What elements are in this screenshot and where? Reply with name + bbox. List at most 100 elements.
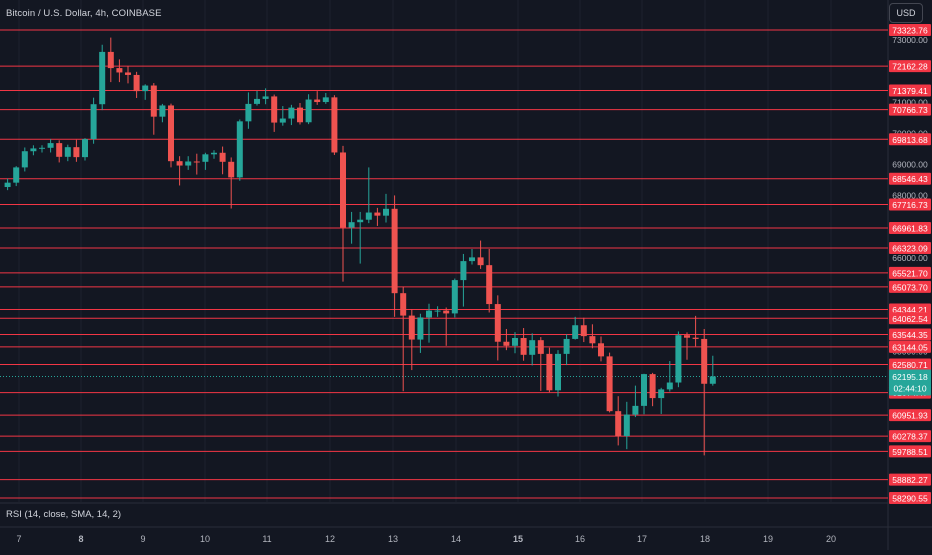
candle-body <box>314 99 321 103</box>
candle-body <box>202 154 209 162</box>
level-price-tag <box>889 280 931 293</box>
level-price-label: 59788.51 <box>892 447 928 457</box>
level-price-tag <box>889 266 931 279</box>
level-price-label: 73323.76 <box>892 26 928 36</box>
candle-body <box>400 293 407 316</box>
candle-body <box>245 103 252 122</box>
level-price-label: 63144.05 <box>892 342 928 352</box>
candle-body <box>546 353 553 391</box>
level-price-label: 62580.71 <box>892 360 928 370</box>
candle-body <box>632 405 639 415</box>
level-price-label: 64344.21 <box>892 305 928 315</box>
level-price-label: 58882.27 <box>892 475 928 485</box>
candle-body <box>606 356 613 412</box>
candles <box>4 37 716 456</box>
candle-body <box>73 147 80 158</box>
candle-body <box>159 105 166 117</box>
level-price-tag <box>889 103 931 116</box>
level-price-label: 64062.54 <box>892 314 928 324</box>
level-price-label: 66961.83 <box>892 224 928 234</box>
time-tick-label: 16 <box>575 534 585 544</box>
candle-body <box>30 148 37 152</box>
candle-body <box>168 105 174 162</box>
candle-body <box>133 74 140 92</box>
candle-body <box>193 161 200 163</box>
candle-body <box>322 97 329 103</box>
candle-body <box>279 118 286 123</box>
candle-body <box>649 374 656 399</box>
level-price-tag <box>889 222 931 235</box>
candle-body <box>598 343 604 357</box>
level-price-tag <box>889 312 931 325</box>
candle-body <box>666 382 673 390</box>
candle-body <box>39 147 45 149</box>
level-price-label: 67716.73 <box>892 200 928 210</box>
time-tick-label: 11 <box>262 534 271 544</box>
time-tick-label: 8 <box>78 534 83 544</box>
candle-body <box>47 143 54 148</box>
candle-body <box>494 304 501 342</box>
level-price-tag <box>889 84 931 97</box>
candle-body <box>211 152 217 155</box>
candle-body <box>107 51 114 69</box>
symbol-title[interactable]: Bitcoin / U.S. Dollar, 4h, COINBASE <box>6 8 162 19</box>
candle-body <box>520 338 527 355</box>
candle-body <box>426 310 432 318</box>
candle-body <box>486 265 493 305</box>
candle-body <box>512 338 518 346</box>
level-price-tag <box>889 358 931 371</box>
last-price-label: 62195.18 <box>892 372 928 382</box>
candle-body <box>150 85 157 117</box>
time-tick-label: 14 <box>451 534 461 544</box>
candle-body <box>417 317 424 340</box>
candle-body <box>13 167 20 183</box>
level-price-tag <box>889 492 931 504</box>
price-tick-label: 69000.00 <box>892 160 928 170</box>
time-tick-label: 18 <box>700 534 710 544</box>
candle-body <box>615 411 622 437</box>
level-price-tag <box>889 241 931 254</box>
rsi-indicator-label[interactable]: RSI (14, close, SMA, 14, 2) <box>6 509 122 520</box>
candle-body <box>469 257 475 262</box>
candle-body <box>4 182 11 188</box>
level-price-tag <box>889 328 931 341</box>
price-tick-label: 71000.00 <box>892 97 928 107</box>
level-price-label: 65073.70 <box>892 282 928 292</box>
candle-body <box>675 335 682 383</box>
level-price-label: 68546.43 <box>892 174 928 184</box>
time-tick-label: 17 <box>637 534 647 544</box>
level-price-label: 72162.28 <box>892 62 928 72</box>
bar-countdown-label: 02:44:10 <box>893 383 926 393</box>
candle-body <box>589 336 596 344</box>
candle-body <box>701 338 708 384</box>
level-price-tag <box>889 340 931 353</box>
candle-body <box>658 389 665 399</box>
time-tick-label: 20 <box>826 534 836 544</box>
level-price-tag <box>889 24 931 36</box>
candle-body <box>236 121 243 178</box>
candle-body <box>709 376 716 384</box>
level-price-label: 58290.55 <box>892 494 928 504</box>
candle-body <box>443 310 450 314</box>
time-tick-label: 10 <box>200 534 210 544</box>
candle-body <box>692 337 699 339</box>
horizontal-levels <box>0 29 888 499</box>
candle-body <box>219 152 226 162</box>
candle-body <box>64 147 71 157</box>
level-price-label: 66323.09 <box>892 243 928 253</box>
candle-body <box>391 208 398 294</box>
time-tick-label: 12 <box>325 534 335 544</box>
price-axis: 73000.0071000.0070000.0069000.0068000.00… <box>889 24 931 504</box>
candle-body <box>537 340 544 354</box>
currency-button[interactable]: USD <box>889 3 923 23</box>
level-price-label: 65521.70 <box>892 268 928 278</box>
time-tick-label: 7 <box>16 534 21 544</box>
candle-body <box>99 51 106 105</box>
level-price-label: 70766.73 <box>892 105 928 115</box>
candle-body <box>56 143 63 157</box>
candle-body <box>176 161 183 166</box>
candle-body <box>580 325 587 337</box>
